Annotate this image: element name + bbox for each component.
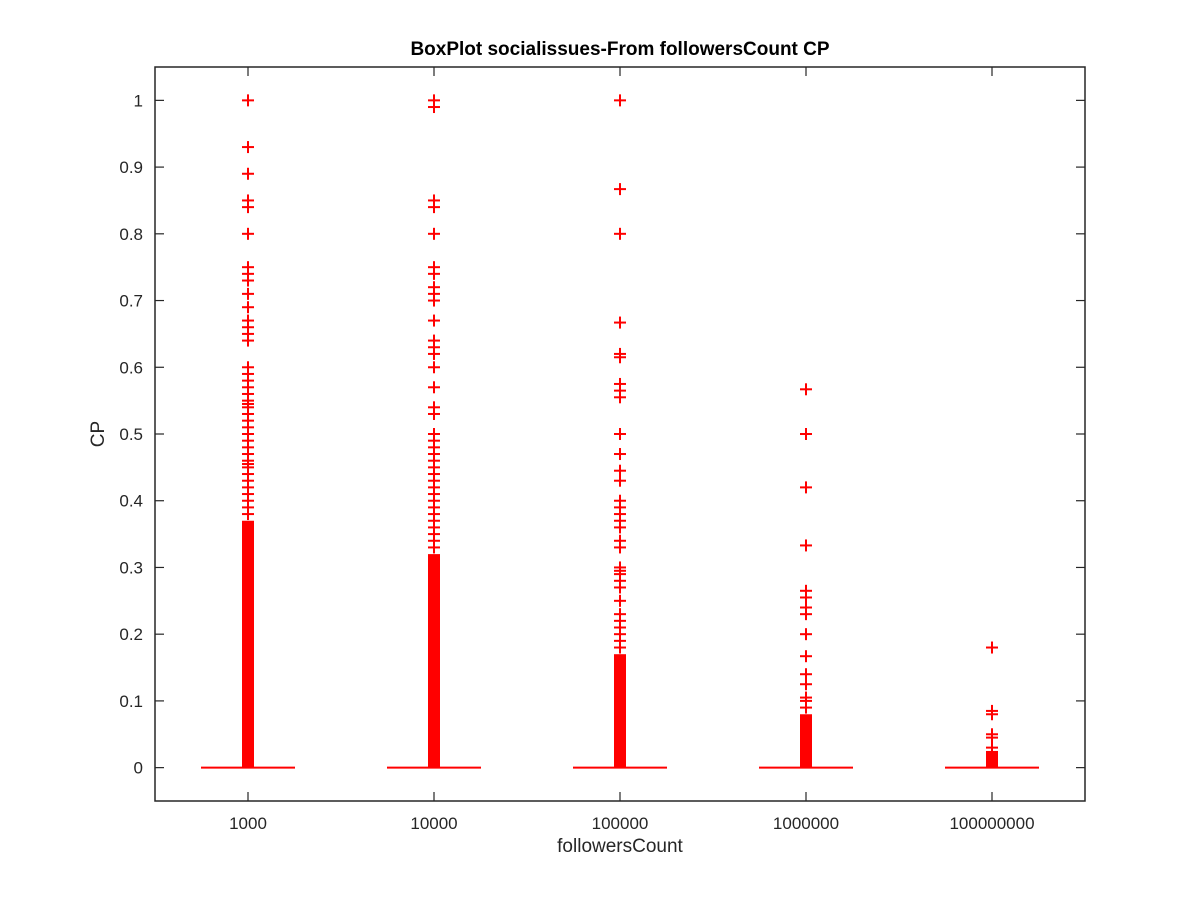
- outlier-point: [800, 628, 812, 641]
- outlier-point: [614, 391, 626, 404]
- y-tick-label: 0.7: [119, 292, 143, 311]
- outlier-point: [800, 650, 812, 663]
- outlier-point: [614, 521, 626, 534]
- outlier-point: [242, 167, 254, 180]
- x-tick-label: 10000: [410, 814, 457, 833]
- outlier-point: [614, 316, 626, 329]
- outlier-point: [614, 594, 626, 607]
- outlier-point: [242, 287, 254, 300]
- y-tick-label: 0.6: [119, 358, 143, 377]
- outlier-point: [800, 481, 812, 494]
- outlier-point: [428, 201, 440, 214]
- outlier-point: [242, 94, 254, 107]
- marks-layer: [201, 94, 1039, 769]
- chart-title: BoxPlot socialissues-From followersCount…: [410, 39, 829, 60]
- y-tick-label: 0.1: [119, 692, 143, 711]
- y-tick-label: 0.5: [119, 425, 143, 444]
- outlier-band: [800, 714, 812, 768]
- outlier-point: [614, 428, 626, 440]
- outlier-point: [242, 274, 254, 287]
- y-tick-label: 0.3: [119, 558, 143, 577]
- outlier-band: [986, 750, 998, 768]
- outlier-point: [800, 608, 812, 621]
- outlier-point: [242, 141, 254, 154]
- box-group-1000000: [759, 383, 853, 769]
- outlier-point: [800, 668, 812, 681]
- outlier-point: [986, 708, 998, 721]
- outlier-point: [428, 347, 440, 360]
- box-group-10000: [387, 94, 481, 769]
- outlier-point: [614, 641, 626, 654]
- outlier-point: [614, 464, 626, 477]
- outlier-point: [428, 294, 440, 307]
- outlier-point: [986, 741, 998, 754]
- outlier-band: [428, 554, 440, 768]
- outlier-point: [614, 581, 626, 594]
- outlier-point: [242, 334, 254, 347]
- y-axis-label: CP: [88, 421, 109, 447]
- box-group-1000: [201, 94, 295, 769]
- outlier-point: [428, 541, 440, 554]
- outlier-point: [800, 591, 812, 604]
- outlier-point: [428, 267, 440, 280]
- y-tick-label: 0: [134, 759, 143, 778]
- outlier-point: [614, 183, 626, 196]
- x-axis-label: followersCount: [557, 836, 683, 857]
- x-tick-label: 1000000: [773, 814, 839, 833]
- outlier-point: [242, 301, 254, 314]
- ticks-layer: 0 0.1 0.2 0.3 0.4 0.5 0.6 0.7 0.8 0.9 1 1000 10000 10…: [119, 67, 1085, 833]
- y-tick-label: 0.4: [119, 492, 143, 511]
- outlier-point: [614, 351, 626, 364]
- outlier-point: [800, 428, 812, 440]
- outlier-point: [614, 227, 626, 240]
- outlier-point: [242, 227, 254, 240]
- outlier-point: [428, 407, 440, 420]
- y-tick-label: 0.2: [119, 625, 143, 644]
- outlier-point: [800, 383, 812, 396]
- outlier-point: [614, 94, 626, 107]
- x-tick-label: 100000000: [949, 814, 1034, 833]
- outlier-point: [986, 641, 998, 654]
- y-tick-label: 1: [134, 91, 143, 110]
- outlier-point: [428, 361, 440, 374]
- outlier-point: [242, 201, 254, 214]
- outlier-point: [428, 314, 440, 327]
- outlier-point: [986, 731, 998, 744]
- outlier-point: [242, 508, 254, 521]
- outlier-point: [614, 474, 626, 487]
- outlier-point: [428, 381, 440, 394]
- y-tick-label: 0.8: [119, 225, 143, 244]
- box-group-100000000: [945, 641, 1039, 769]
- outlier-band: [242, 520, 254, 768]
- outlier-band: [614, 654, 626, 768]
- y-tick-label: 0.9: [119, 158, 143, 177]
- outlier-point: [614, 541, 626, 554]
- outlier-point: [800, 678, 812, 691]
- outlier-point: [800, 701, 812, 714]
- outlier-point: [428, 227, 440, 240]
- box-group-100000: [573, 94, 667, 769]
- x-tick-label: 1000: [229, 814, 267, 833]
- x-tick-label: 100000: [592, 814, 649, 833]
- outlier-point: [428, 101, 440, 114]
- outlier-point: [800, 539, 812, 552]
- outlier-point: [614, 448, 626, 461]
